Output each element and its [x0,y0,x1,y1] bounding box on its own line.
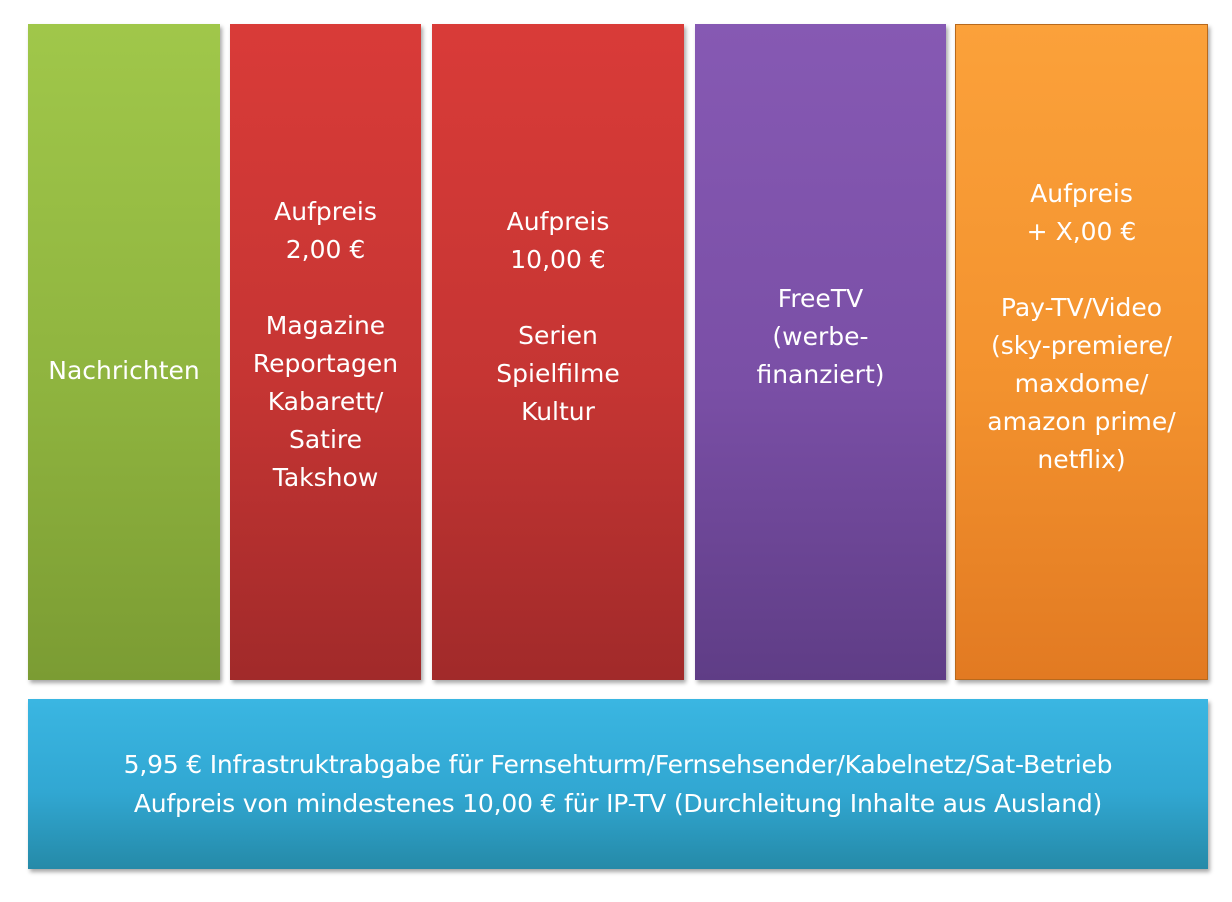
infrastructure-bar-text: 5,95 € Infrastruktrabgabe für Fernsehtur… [123,750,1113,818]
column-nachrichten: Nachrichten [28,24,220,680]
column-serien-text: Aufpreis 10,00 € Serien Spielfilme Kultu… [496,207,620,426]
column-freetv-text: FreeTV (werbe- finanziert) [756,284,885,389]
column-nachrichten-text: Nachrichten [48,356,200,385]
infrastructure-bar: 5,95 € Infrastruktrabgabe für Fernsehtur… [28,699,1208,869]
column-paytv-text: Aufpreis + X,00 € Pay-TV/Video (sky-prem… [987,179,1176,474]
column-paytv: Aufpreis + X,00 € Pay-TV/Video (sky-prem… [955,24,1208,680]
column-magazine-text: Aufpreis 2,00 € Magazine Reportagen Kaba… [252,197,399,492]
column-freetv: FreeTV (werbe- finanziert) [695,24,946,680]
column-serien: Aufpreis 10,00 € Serien Spielfilme Kultu… [432,24,684,680]
column-magazine: Aufpreis 2,00 € Magazine Reportagen Kaba… [230,24,421,680]
